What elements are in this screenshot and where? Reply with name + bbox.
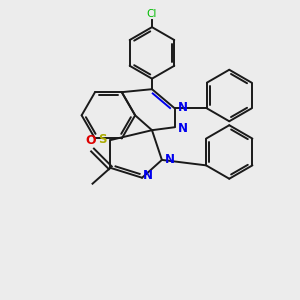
Text: S: S — [98, 133, 106, 146]
Text: O: O — [85, 134, 96, 147]
Text: N: N — [178, 101, 188, 114]
Text: N: N — [165, 153, 175, 167]
Text: N: N — [143, 169, 153, 182]
Text: N: N — [178, 122, 188, 135]
Text: Cl: Cl — [147, 9, 157, 19]
